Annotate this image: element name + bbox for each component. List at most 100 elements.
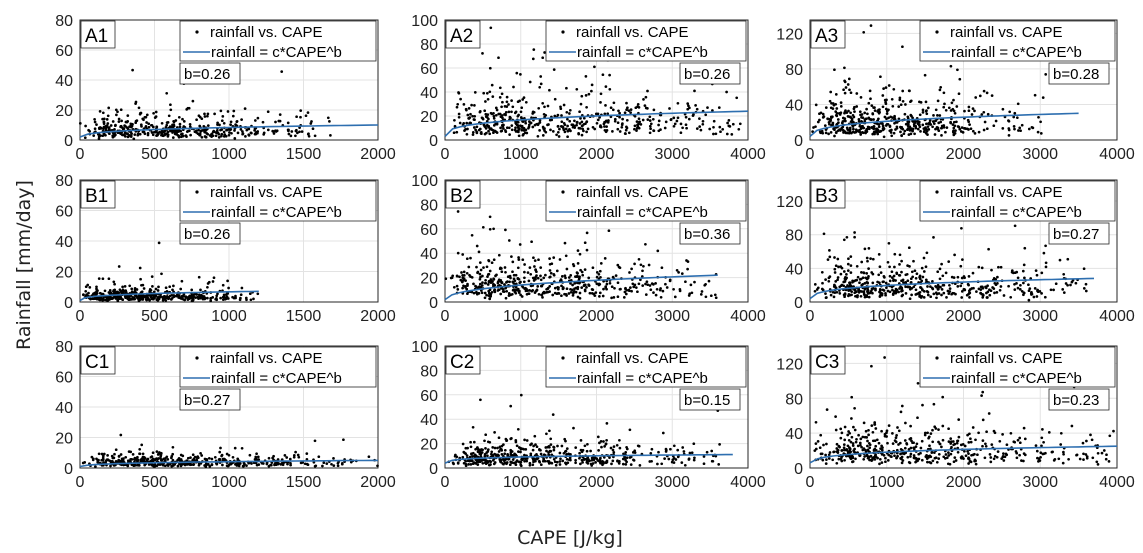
a3-point	[952, 98, 955, 102]
c2-point	[681, 446, 685, 449]
b3-point	[839, 272, 843, 276]
a3-point	[1039, 132, 1043, 135]
b2-point	[585, 248, 589, 252]
b2-point	[460, 271, 463, 274]
c3-point	[1100, 451, 1104, 455]
a1-point	[206, 124, 210, 127]
b2-point	[648, 284, 652, 287]
c3-point	[857, 433, 860, 437]
a3-xtick-label: 3000	[1022, 146, 1058, 163]
b2-point	[637, 282, 641, 286]
b1-point	[211, 296, 215, 299]
c3-point	[814, 420, 818, 424]
a3-point	[971, 129, 975, 133]
b2-point	[646, 283, 650, 287]
a2-point	[560, 114, 563, 117]
b2-point	[541, 296, 544, 299]
a2-point	[676, 101, 680, 105]
b2-point	[483, 296, 487, 300]
a2-point	[562, 103, 566, 107]
a2-point	[593, 127, 597, 131]
b3-point	[860, 271, 863, 274]
b2-point	[533, 276, 537, 280]
a3-point	[901, 45, 904, 49]
c3-point	[940, 445, 943, 449]
c1-point	[267, 456, 271, 460]
b2-point	[610, 285, 614, 289]
a2-point	[527, 126, 530, 130]
a2-point	[538, 119, 542, 122]
a1-point	[181, 117, 184, 121]
c1-panel-label-bg	[80, 346, 116, 375]
c1-point	[207, 456, 211, 460]
b2-point	[492, 277, 495, 281]
a1-point	[255, 130, 258, 134]
c1-point	[222, 457, 226, 461]
b2-point	[585, 286, 588, 289]
c1-point	[170, 456, 173, 460]
b2-point	[587, 276, 591, 280]
a3-xtick-label: 0	[806, 146, 815, 163]
b2-point	[624, 286, 627, 290]
c2-point	[597, 449, 600, 452]
b2-point	[514, 273, 518, 277]
c3-point	[1082, 458, 1085, 461]
b3-point	[1082, 287, 1086, 290]
c2-point	[474, 462, 478, 465]
c2-point	[589, 462, 593, 466]
a2-point	[483, 132, 487, 136]
a2-point	[625, 101, 628, 105]
b2-point	[693, 280, 696, 284]
a2-point	[552, 68, 556, 71]
a1-point	[222, 121, 226, 125]
b3-ytick-label: 80	[785, 228, 803, 245]
a2-point	[456, 102, 460, 106]
c1-xtick-label: 2000	[360, 474, 396, 491]
b3-point	[945, 296, 948, 299]
b2-point	[492, 227, 495, 231]
a3-point	[985, 127, 989, 131]
b2-point	[591, 266, 595, 270]
c1-point	[150, 455, 154, 458]
b3-point	[968, 291, 972, 295]
c1-point	[286, 462, 289, 466]
b1-point	[84, 285, 88, 289]
c2-point	[523, 453, 526, 457]
b3-point	[834, 280, 838, 283]
b1-point	[245, 298, 248, 302]
b1-point	[97, 277, 101, 280]
b3-b-value: b=0.27	[1053, 226, 1099, 243]
c1-point	[197, 462, 201, 465]
b3-point	[1016, 286, 1020, 290]
a1-point	[167, 114, 171, 118]
b2-point	[523, 270, 526, 274]
b3-point	[837, 265, 840, 269]
b2-point	[644, 242, 647, 246]
b3-point	[924, 278, 928, 282]
a3-point	[855, 92, 859, 95]
c3-point	[937, 457, 941, 460]
b2-point	[500, 267, 503, 270]
b1-point	[226, 297, 230, 300]
b2-point	[552, 273, 556, 276]
b3-point	[863, 287, 867, 291]
a3-point	[921, 123, 925, 127]
c3-point	[835, 461, 839, 465]
a3-point	[895, 121, 899, 124]
b2-point	[548, 257, 551, 260]
b3-point	[838, 292, 842, 295]
b2-point	[546, 287, 550, 291]
c2-point	[705, 450, 709, 454]
c2-point	[508, 463, 512, 467]
b3-point	[932, 292, 936, 296]
a2-point	[568, 128, 571, 131]
a3-point	[821, 131, 825, 135]
b2-point	[633, 262, 636, 266]
c3-point	[929, 447, 932, 451]
a1-point	[165, 123, 169, 127]
a3-point	[864, 131, 867, 135]
a2-point	[629, 108, 633, 111]
c1-point	[158, 451, 161, 454]
b3-point	[842, 270, 846, 273]
c3-point	[871, 430, 875, 434]
